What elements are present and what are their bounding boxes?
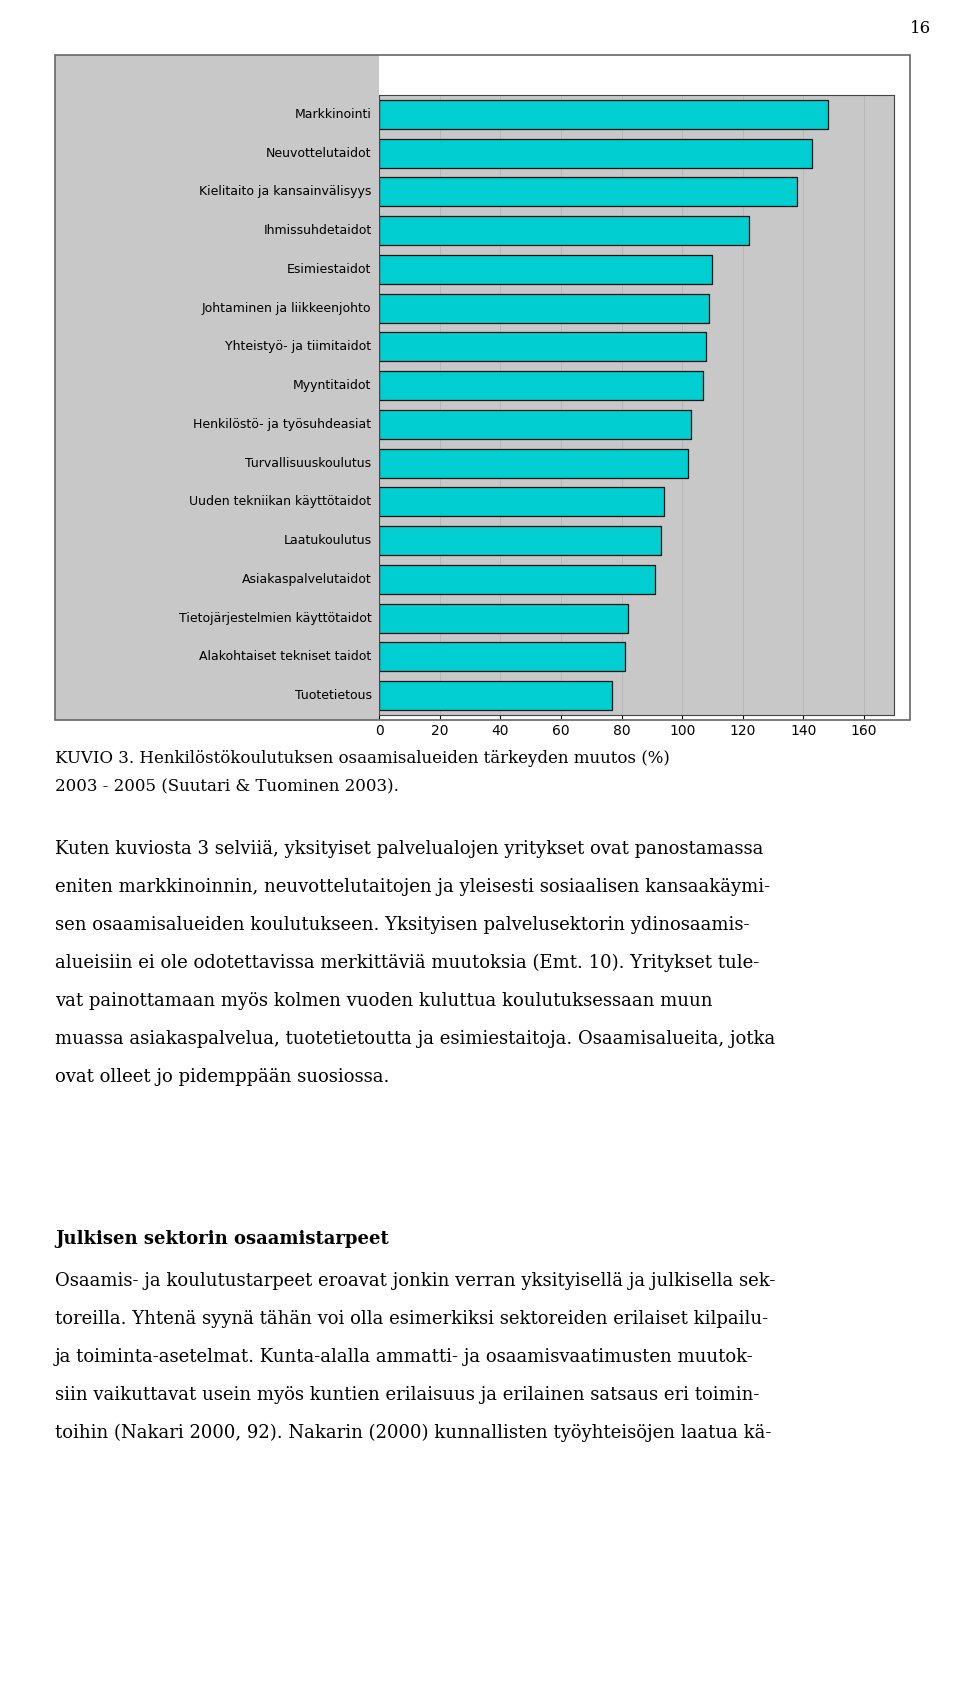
- Bar: [379, 488, 664, 517]
- Bar: [379, 254, 712, 283]
- Text: Tietojärjestelmien käyttötaidot: Tietojärjestelmien käyttötaidot: [179, 612, 372, 625]
- Text: Yhteistyö- ja tiimitaidot: Yhteistyö- ja tiimitaidot: [226, 341, 372, 353]
- Bar: [379, 449, 688, 478]
- Bar: [379, 603, 628, 632]
- Text: toreilla. Yhtenä syynä tähän voi olla esimerkiksi sektoreiden erilaiset kilpailu: toreilla. Yhtenä syynä tähän voi olla es…: [55, 1310, 768, 1327]
- Bar: [379, 371, 704, 400]
- Text: Neuvottelutaidot: Neuvottelutaidot: [266, 147, 372, 159]
- Text: Markkinointi: Markkinointi: [295, 108, 372, 120]
- Bar: [379, 293, 709, 322]
- Text: Asiakaspalvelutaidot: Asiakaspalvelutaidot: [242, 573, 372, 586]
- Text: muassa asiakaspalvelua, tuotetietoutta ja esimiestaitoja. Osaamisalueita, jotka: muassa asiakaspalvelua, tuotetietoutta j…: [55, 1031, 776, 1048]
- Text: siin vaikuttavat usein myös kuntien erilaisuus ja erilainen satsaus eri toimin-: siin vaikuttavat usein myös kuntien eril…: [55, 1387, 759, 1403]
- Text: Esimiestaidot: Esimiestaidot: [287, 263, 372, 276]
- Text: toihin (Nakari 2000, 92). Nakarin (2000) kunnallisten työyhteisöjen laatua kä-: toihin (Nakari 2000, 92). Nakarin (2000)…: [55, 1424, 772, 1442]
- Text: Tuotetietous: Tuotetietous: [295, 690, 372, 702]
- Bar: [379, 564, 655, 593]
- Text: Myyntitaidot: Myyntitaidot: [293, 380, 372, 392]
- Bar: [379, 100, 828, 129]
- Text: eniten markkinoinnin, neuvottelutaitojen ja yleisesti sosiaalisen kansaakäymi-: eniten markkinoinnin, neuvottelutaitojen…: [55, 878, 770, 897]
- Text: Osaamis- ja koulutustarpeet eroavat jonkin verran yksityisellä ja julkisella sek: Osaamis- ja koulutustarpeet eroavat jonk…: [55, 1271, 776, 1290]
- Text: ovat olleet jo pidemppään suosiossa.: ovat olleet jo pidemppään suosiossa.: [55, 1068, 390, 1086]
- Text: ja toiminta-asetelmat. Kunta-alalla ammatti- ja osaamisvaatimusten muutok-: ja toiminta-asetelmat. Kunta-alalla amma…: [55, 1348, 754, 1366]
- Bar: [379, 215, 749, 246]
- Text: Alakohtaiset tekniset taidot: Alakohtaiset tekniset taidot: [200, 651, 372, 663]
- Text: Kielitaito ja kansainvälisyys: Kielitaito ja kansainvälisyys: [199, 185, 372, 198]
- Bar: [379, 681, 612, 710]
- Text: Ihmissuhdetaidot: Ihmissuhdetaidot: [263, 224, 372, 237]
- Text: Johtaminen ja liikkeenjohto: Johtaminen ja liikkeenjohto: [202, 302, 372, 315]
- Text: 2003 - 2005 (Suutari & Tuominen 2003).: 2003 - 2005 (Suutari & Tuominen 2003).: [55, 778, 398, 795]
- Text: Uuden tekniikan käyttötaidot: Uuden tekniikan käyttötaidot: [189, 495, 372, 508]
- Bar: [379, 410, 691, 439]
- Bar: [379, 178, 797, 207]
- Text: KUVIO 3. Henkilöstökoulutuksen osaamisalueiden tärkeyden muutos (%): KUVIO 3. Henkilöstökoulutuksen osaamisal…: [55, 749, 670, 768]
- Text: alueisiin ei ole odotettavissa merkittäviä muutoksia (Emt. 10). Yritykset tule-: alueisiin ei ole odotettavissa merkittäv…: [55, 954, 759, 973]
- Bar: [379, 525, 660, 556]
- Text: 16: 16: [910, 20, 931, 37]
- Text: Laatukoulutus: Laatukoulutus: [283, 534, 372, 547]
- Bar: [379, 139, 812, 168]
- Text: Julkisen sektorin osaamistarpeet: Julkisen sektorin osaamistarpeet: [55, 1231, 389, 1248]
- Text: sen osaamisalueiden koulutukseen. Yksityisen palvelusektorin ydinosaamis-: sen osaamisalueiden koulutukseen. Yksity…: [55, 915, 750, 934]
- Text: vat painottamaan myös kolmen vuoden kuluttua koulutuksessaan muun: vat painottamaan myös kolmen vuoden kulu…: [55, 992, 712, 1010]
- Text: Henkilöstö- ja työsuhdeasiat: Henkilöstö- ja työsuhdeasiat: [193, 419, 372, 431]
- Bar: [379, 642, 625, 671]
- Bar: [379, 332, 707, 361]
- Text: Turvallisuuskoulutus: Turvallisuuskoulutus: [246, 456, 372, 470]
- Text: Kuten kuviosta 3 selviiä, yksityiset palvelualojen yritykset ovat panostamassa: Kuten kuviosta 3 selviiä, yksityiset pal…: [55, 841, 763, 858]
